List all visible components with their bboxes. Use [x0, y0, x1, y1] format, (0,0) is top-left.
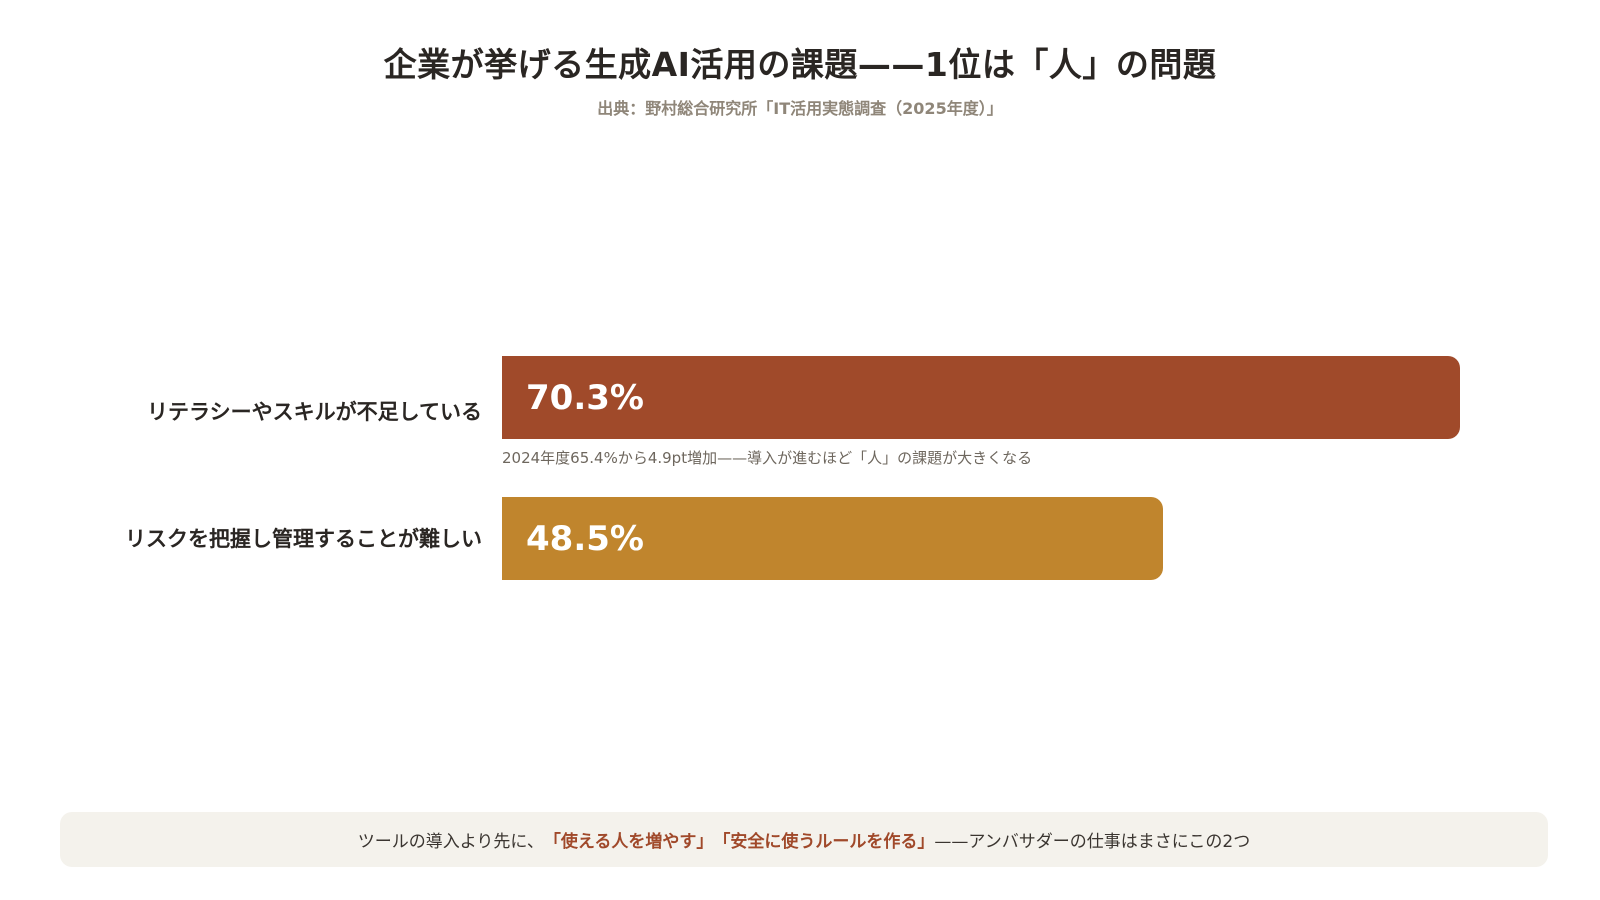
- bar: [502, 356, 1460, 439]
- takeaway-text: ——アンバサダーの仕事はまさにこの2つ: [934, 832, 1251, 852]
- category-label: リテラシーやスキルが不足している: [147, 400, 482, 424]
- bar-value-label: 70.3%: [526, 378, 644, 418]
- chart-title: 企業が挙げる生成AI活用の課題——1位は「人」の問題: [383, 45, 1217, 84]
- bar-annotation: 2024年度65.4%から4.9pt増加——導入が進むほど「人」の課題が大きくな…: [502, 449, 1033, 467]
- takeaway-highlight: 「安全に使うルールを作る」: [713, 832, 935, 852]
- takeaway-banner: ツールの導入より先に、 「使える人を増やす」 「安全に使うルールを作る」 ——アンバサ…: [60, 812, 1548, 867]
- takeaway-text: ツールの導入より先に、: [357, 832, 544, 852]
- chart-source: 出典：野村総合研究所「IT活用実態調査（2025年度）」: [597, 99, 1003, 118]
- category-label: リスクを把握し管理することが難しい: [125, 527, 482, 551]
- takeaway-highlight: 「使える人を増やす」: [543, 832, 714, 852]
- bar-value-label: 48.5%: [526, 519, 644, 559]
- bar: [502, 497, 1163, 580]
